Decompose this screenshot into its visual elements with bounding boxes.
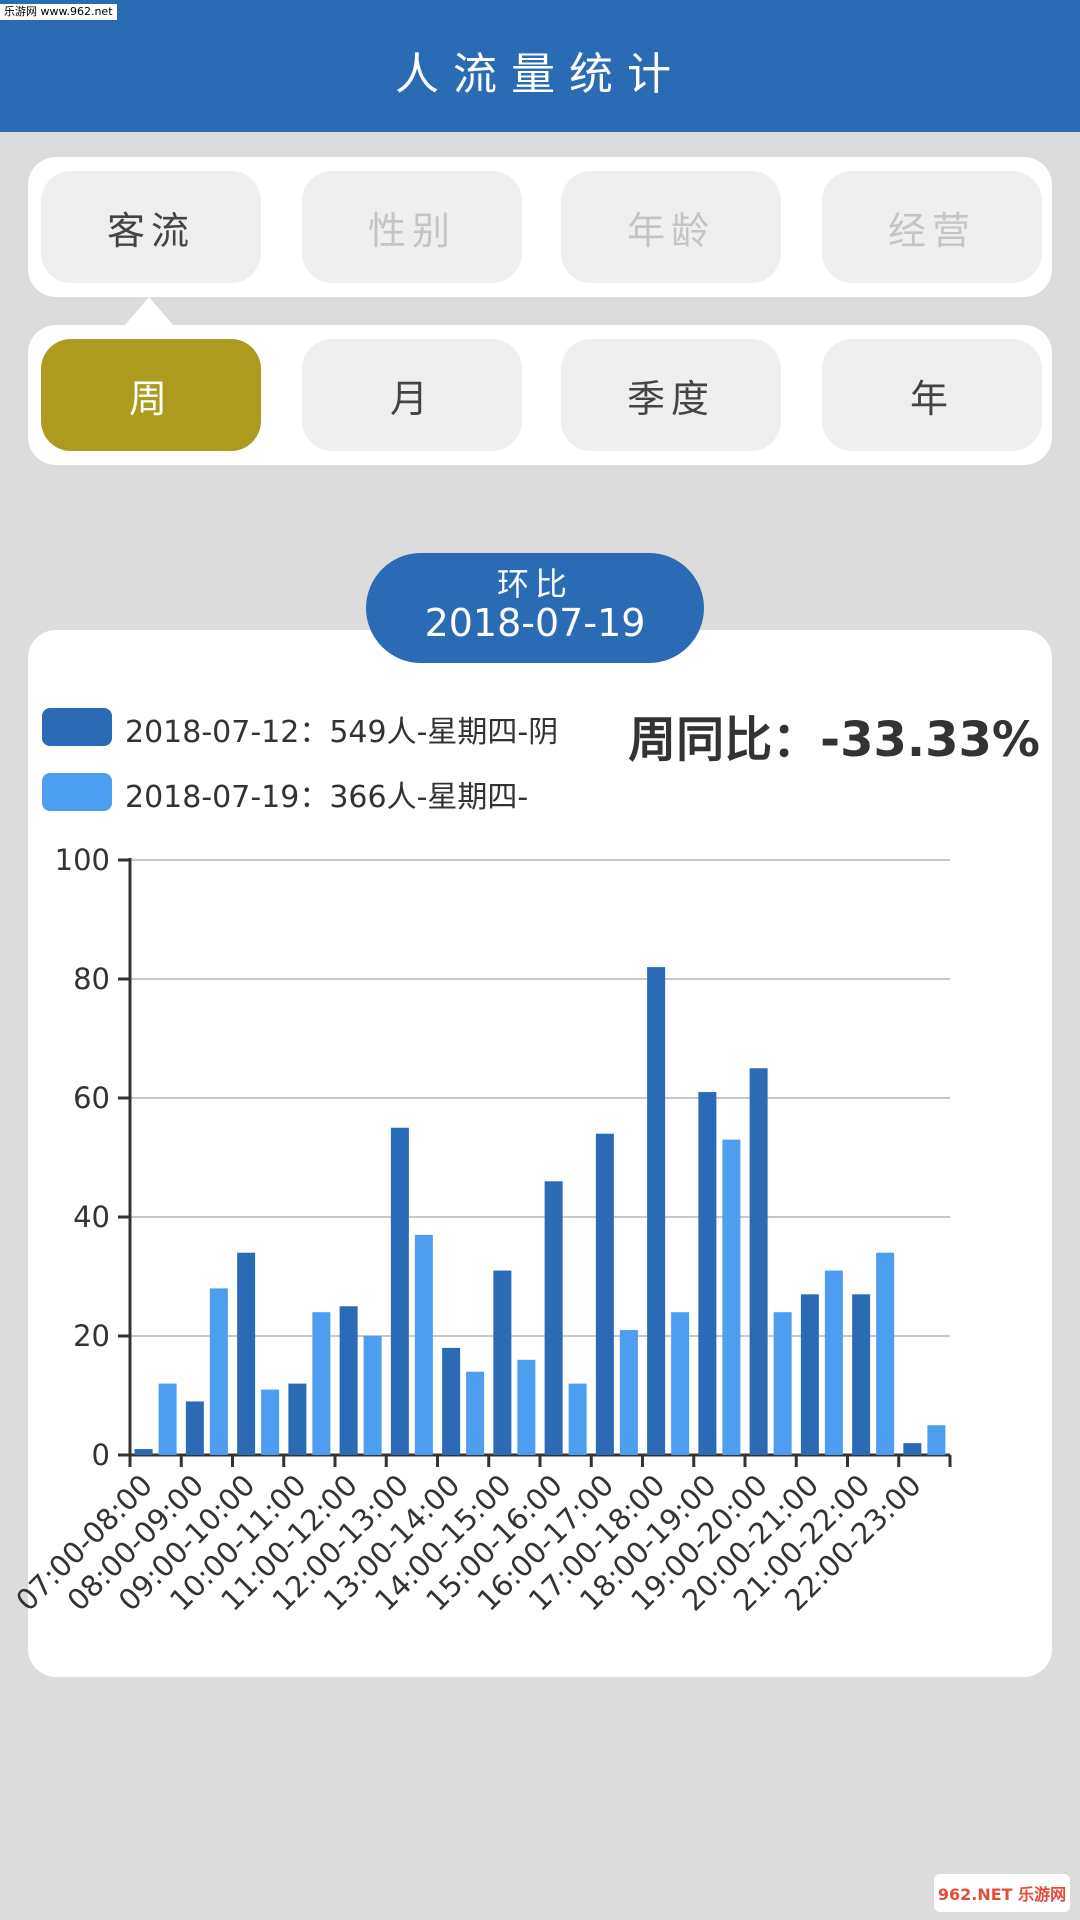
bar-series-2 bbox=[927, 1425, 946, 1455]
y-tick-label: 60 bbox=[73, 1081, 110, 1115]
tab-business[interactable]: 经营 bbox=[822, 171, 1042, 283]
compare-date-button[interactable]: 环比 2018-07-19 bbox=[366, 553, 704, 663]
legend-label-series-1: 2018-07-12：549人-星期四-阴 bbox=[125, 715, 559, 750]
watermark-top: 乐游网 www.962.net bbox=[0, 4, 117, 20]
bar-series-2 bbox=[773, 1312, 792, 1455]
bar-series-1 bbox=[493, 1270, 512, 1455]
bar-series-1 bbox=[442, 1347, 461, 1455]
bar-series-2 bbox=[722, 1139, 741, 1455]
bar-series-1 bbox=[595, 1133, 614, 1455]
legend-swatch-series-1 bbox=[42, 708, 112, 746]
bar-series-1 bbox=[903, 1443, 922, 1455]
legend-label-series-2: 2018-07-19：366人-星期四- bbox=[125, 780, 529, 815]
bar-series-2 bbox=[261, 1389, 280, 1455]
page-title: 人流量统计 bbox=[395, 49, 685, 100]
legend-swatch-series-2 bbox=[42, 773, 112, 811]
bar-series-2 bbox=[466, 1371, 485, 1455]
bar-series-1 bbox=[852, 1294, 871, 1455]
y-tick-label: 40 bbox=[73, 1200, 110, 1234]
active-tab-pointer bbox=[125, 297, 173, 325]
tab-week[interactable]: 周 bbox=[41, 339, 261, 451]
bar-series-1 bbox=[800, 1294, 819, 1455]
tab-visitor-flow[interactable]: 客流 bbox=[41, 171, 261, 283]
bar-series-1 bbox=[749, 1068, 768, 1455]
bar-series-2 bbox=[517, 1359, 536, 1455]
bar-series-2 bbox=[671, 1312, 690, 1455]
bar-series-1 bbox=[698, 1092, 717, 1455]
compare-label: 环比 bbox=[496, 565, 573, 603]
bar-series-1 bbox=[544, 1181, 563, 1455]
tab-gender[interactable]: 性别 bbox=[302, 171, 522, 283]
y-tick-label: 20 bbox=[73, 1319, 110, 1353]
bar-series-1 bbox=[288, 1383, 307, 1455]
bar-series-1 bbox=[134, 1449, 153, 1455]
bar-series-1 bbox=[339, 1306, 358, 1455]
bar-series-1 bbox=[647, 967, 666, 1455]
bar-series-1 bbox=[390, 1127, 409, 1455]
bar-chart: 02040608010007:00-08:0008:00-09:0009:00-… bbox=[9, 843, 952, 1618]
bar-series-2 bbox=[158, 1383, 177, 1455]
app-header: 乐游网 www.962.net 人流量统计 bbox=[0, 0, 1080, 132]
chart-card bbox=[28, 630, 1052, 1677]
bar-series-2 bbox=[363, 1336, 382, 1455]
y-tick-label: 100 bbox=[55, 843, 110, 877]
bar-series-1 bbox=[237, 1252, 256, 1455]
bar-series-1 bbox=[185, 1401, 204, 1455]
bar-series-2 bbox=[414, 1234, 433, 1455]
period-tab-bar: 周 月 季度 年 bbox=[28, 325, 1052, 465]
tab-year[interactable]: 年 bbox=[822, 339, 1042, 451]
y-tick-label: 0 bbox=[92, 1438, 110, 1472]
tab-month[interactable]: 月 bbox=[302, 339, 522, 451]
y-tick-label: 80 bbox=[73, 962, 110, 996]
bar-series-2 bbox=[312, 1312, 331, 1455]
tab-quarter[interactable]: 季度 bbox=[561, 339, 781, 451]
bar-series-2 bbox=[209, 1288, 228, 1455]
bar-series-2 bbox=[619, 1330, 638, 1455]
bar-series-2 bbox=[876, 1252, 895, 1455]
week-over-week-ratio: 周同比：-33.33% bbox=[628, 712, 1040, 768]
watermark-bottom: 962.NET 乐游网 bbox=[934, 1874, 1070, 1912]
bar-series-2 bbox=[824, 1270, 843, 1455]
bar-series-2 bbox=[568, 1383, 587, 1455]
category-tab-bar: 客流 性别 年龄 经营 bbox=[28, 157, 1052, 297]
compare-date: 2018-07-19 bbox=[424, 601, 646, 645]
tab-age[interactable]: 年龄 bbox=[561, 171, 781, 283]
